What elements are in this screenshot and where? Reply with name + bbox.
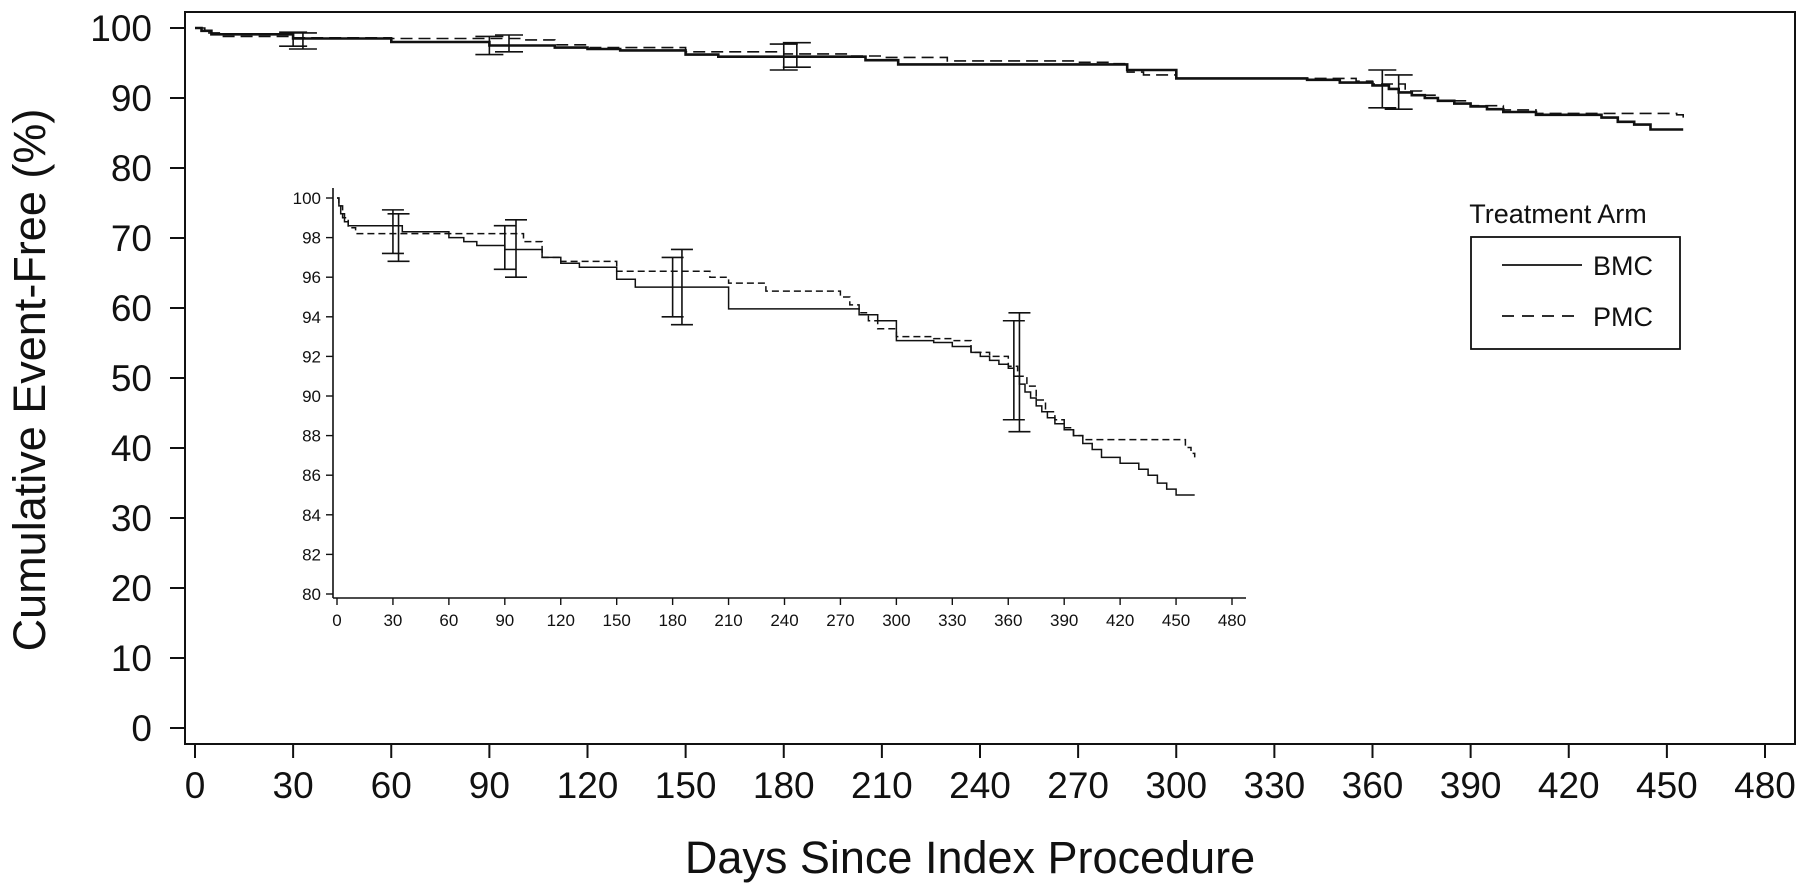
inset-y-tick-label-86: 86 (302, 466, 321, 485)
inset-series-line-pmc (337, 197, 1196, 458)
inset-x-tick-label-30: 30 (383, 611, 402, 630)
inset-x-tick-label-210: 210 (714, 611, 742, 630)
x-tick-label-120: 120 (557, 765, 619, 806)
y-tick-label-0: 0 (131, 708, 152, 749)
y-tick-label-100: 100 (90, 8, 152, 49)
inset-axes: 80 82 84 86 88 90 92 94 96 98 100 0 30 60 90 120 150 180 2… (293, 188, 1246, 630)
inset-series-layer (337, 197, 1196, 496)
main-bmc-error-bar-2 (769, 43, 798, 71)
y-tick-label-50: 50 (111, 358, 152, 399)
main-bmc-error-bar-3 (1368, 69, 1397, 109)
inset-y-tick-label-82: 82 (302, 545, 321, 564)
x-tick-label-330: 330 (1244, 765, 1306, 806)
y-axis-title: Cumulative Event-Free (%) (4, 109, 55, 652)
main-bmc-error-bar-1 (475, 35, 504, 56)
legend: Treatment Arm BMC PMC (1469, 199, 1681, 350)
x-tick-label-60: 60 (371, 765, 412, 806)
inset-series-line-bmc (337, 197, 1195, 496)
main-pmc-error-bar-2 (782, 41, 811, 68)
x-axis-title: Days Since Index Procedure (685, 832, 1255, 883)
inset-y-tick-label-90: 90 (302, 387, 321, 406)
x-tick-label-180: 180 (753, 765, 815, 806)
inset-x-tick-label-390: 390 (1050, 611, 1078, 630)
inset-y-tick-label-88: 88 (302, 427, 321, 446)
y-tick-label-20: 20 (111, 568, 152, 609)
main-x-axis: 0 30 60 90 120 150 180 210 240 270 300 330 360 390 420… (185, 744, 1796, 806)
legend-label-pmc: PMC (1593, 302, 1653, 332)
inset-bmc-error-bar-3 (1002, 319, 1025, 421)
x-tick-label-0: 0 (185, 765, 206, 806)
inset-plot: 80 82 84 86 88 90 92 94 96 98 100 0 30 60 90 120 150 180 2… (293, 188, 1246, 630)
inset-x-tick-label-150: 150 (603, 611, 631, 630)
inset-x-tick-label-240: 240 (770, 611, 798, 630)
inset-x-tick-label-90: 90 (495, 611, 514, 630)
x-tick-label-390: 390 (1440, 765, 1502, 806)
inset-x-tick-label-300: 300 (882, 611, 910, 630)
inset-bmc-error-bar-0 (381, 209, 404, 255)
inset-x-tick-label-360: 360 (994, 611, 1022, 630)
main-pmc-error-bar-0 (288, 32, 317, 50)
x-tick-label-150: 150 (655, 765, 717, 806)
inset-x-tick-label-330: 330 (938, 611, 966, 630)
x-tick-label-240: 240 (949, 765, 1011, 806)
inset-y-tick-label-94: 94 (302, 308, 321, 327)
y-tick-label-60: 60 (111, 288, 152, 329)
inset-x-tick-label-270: 270 (826, 611, 854, 630)
inset-x-tick-label-420: 420 (1106, 611, 1134, 630)
x-tick-label-90: 90 (469, 765, 510, 806)
y-tick-label-90: 90 (111, 78, 152, 119)
inset-y-tick-label-80: 80 (302, 585, 321, 604)
legend-box (1470, 236, 1681, 350)
x-tick-label-300: 300 (1145, 765, 1207, 806)
x-tick-label-420: 420 (1538, 765, 1600, 806)
y-tick-label-10: 10 (111, 638, 152, 679)
inset-y-tick-label-84: 84 (302, 506, 321, 525)
main-series-layer (195, 26, 1684, 131)
inset-x-tick-label-120: 120 (547, 611, 575, 630)
inset-pmc-error-bar-3 (1008, 312, 1031, 433)
legend-title: Treatment Arm (1469, 199, 1647, 229)
y-tick-label-80: 80 (111, 148, 152, 189)
main-pmc-error-bar-1 (495, 34, 523, 53)
inset-bmc-error-bar-2 (661, 256, 684, 318)
x-tick-label-270: 270 (1047, 765, 1109, 806)
x-tick-label-450: 450 (1636, 765, 1698, 806)
inset-pmc-error-bar-1 (505, 218, 527, 279)
inset-y-tick-label-92: 92 (302, 347, 321, 366)
inset-pmc-error-bar-2 (670, 248, 693, 326)
inset-y-tick-label-96: 96 (302, 268, 321, 287)
inset-x-tick-label-0: 0 (332, 611, 341, 630)
x-tick-label-360: 360 (1342, 765, 1404, 806)
y-tick-label-30: 30 (111, 498, 152, 539)
inset-x-tick-label-480: 480 (1218, 611, 1246, 630)
inset-x-tick-label-450: 450 (1162, 611, 1190, 630)
inset-y-tick-label-98: 98 (302, 229, 321, 248)
inset-y-tick-label-100: 100 (293, 189, 321, 208)
y-tick-label-70: 70 (111, 218, 152, 259)
inset-x-tick-label-180: 180 (658, 611, 686, 630)
x-tick-label-480: 480 (1734, 765, 1796, 806)
inset-pmc-error-bar-0 (387, 213, 410, 263)
inset-x-tick-label-60: 60 (439, 611, 458, 630)
x-tick-label-210: 210 (851, 765, 913, 806)
y-tick-label-40: 40 (111, 428, 152, 469)
main-series-line-pmc (195, 27, 1684, 118)
main-pmc-error-bar-3 (1384, 74, 1413, 110)
main-y-axis: 0 10 20 30 40 50 60 70 80 90 100 (90, 8, 185, 749)
legend-label-bmc: BMC (1593, 251, 1653, 281)
x-tick-label-30: 30 (273, 765, 314, 806)
